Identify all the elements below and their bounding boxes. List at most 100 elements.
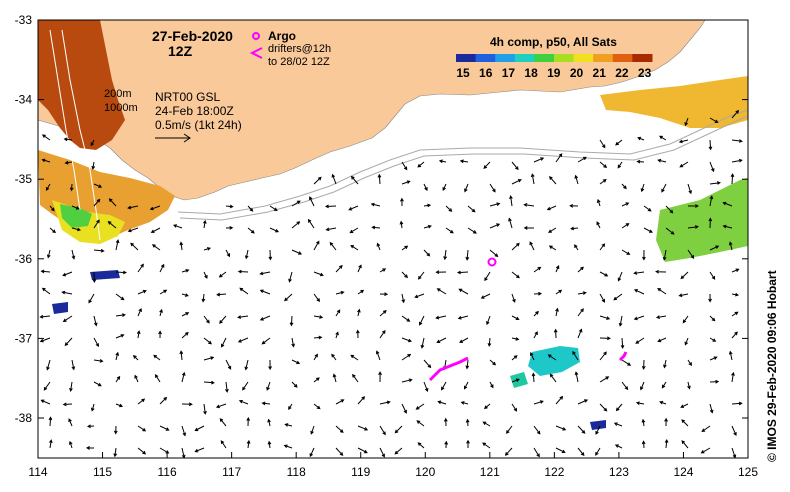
current-arrow	[401, 315, 411, 322]
current-arrow	[687, 249, 695, 259]
current-arrow	[546, 205, 557, 211]
current-arrow	[113, 425, 118, 435]
current-arrow	[93, 359, 104, 363]
current-arrow	[215, 403, 227, 409]
current-arrow	[309, 447, 315, 458]
current-arrow	[394, 425, 403, 434]
current-arrow	[687, 225, 699, 229]
current-arrow	[621, 223, 630, 229]
current-arrow	[291, 381, 298, 388]
current-arrow	[238, 399, 249, 405]
current-arrow	[352, 373, 359, 383]
current-arrow	[457, 315, 469, 320]
current-arrow	[115, 351, 120, 361]
current-arrow	[508, 217, 513, 229]
current-arrow	[357, 425, 369, 431]
current-arrow	[599, 139, 606, 149]
current-arrow	[39, 337, 51, 343]
current-arrow	[555, 425, 567, 431]
current-arrow	[69, 381, 73, 392]
current-arrow	[465, 249, 470, 261]
current-arrow	[482, 442, 491, 449]
current-arrow	[709, 379, 720, 384]
current-arrow	[378, 371, 382, 383]
current-arrow	[444, 440, 449, 449]
current-arrow	[465, 418, 470, 427]
current-arrow	[680, 271, 689, 280]
current-arrow	[377, 173, 382, 185]
current-arrow	[46, 249, 51, 259]
current-arrow	[555, 153, 563, 163]
current-arrow	[401, 245, 409, 251]
current-arrow	[376, 242, 381, 251]
current-arrow	[62, 271, 73, 277]
current-arrow	[547, 354, 557, 361]
current-arrow	[379, 329, 386, 339]
vector-scale-label: 0.5m/s (1kt 24h)	[155, 118, 242, 132]
current-arrow	[553, 328, 558, 339]
current-arrow	[269, 227, 280, 233]
current-arrow	[244, 359, 249, 371]
current-arrow	[244, 249, 249, 260]
current-arrow	[335, 290, 345, 295]
current-arrow	[379, 309, 387, 317]
current-arrow	[574, 174, 579, 185]
current-arrow	[173, 224, 183, 229]
sst-green-patch	[60, 204, 92, 228]
current-arrow	[136, 330, 141, 339]
current-arrow	[220, 440, 227, 449]
current-arrow	[134, 374, 139, 383]
current-arrow	[709, 195, 714, 207]
current-arrow	[599, 161, 608, 168]
current-arrow	[335, 447, 344, 456]
current-arrow	[181, 293, 189, 297]
current-arrow	[659, 135, 667, 141]
argo-float-marker[interactable]	[487, 257, 497, 267]
current-arrow	[657, 288, 667, 295]
current-arrow	[246, 416, 251, 427]
current-arrow	[701, 425, 711, 432]
current-arrow	[445, 205, 453, 212]
colorbar-swatch	[534, 54, 555, 62]
current-arrow	[371, 225, 381, 230]
current-arrow	[267, 440, 272, 449]
current-arrow	[90, 139, 95, 147]
current-arrow	[417, 161, 425, 168]
current-arrow	[115, 239, 120, 251]
current-arrow	[268, 249, 273, 261]
contour-label-1000m: 1000m	[104, 102, 138, 114]
current-arrow	[313, 377, 320, 383]
sst-blue-patch-2	[52, 302, 68, 314]
current-arrow	[555, 265, 560, 273]
current-arrow	[137, 398, 146, 405]
current-arrow	[617, 161, 623, 169]
current-arrow	[419, 315, 425, 326]
current-arrow	[436, 337, 447, 343]
current-arrow	[41, 158, 51, 163]
current-arrow	[401, 180, 411, 185]
drifter-track-1[interactable]	[428, 356, 469, 382]
current-arrow	[325, 227, 337, 232]
current-arrow	[511, 242, 520, 251]
credit-box: © IMOS 29-Feb-2020 09:06 Hobart	[765, 270, 779, 462]
current-arrow	[709, 117, 719, 123]
current-arrow	[181, 371, 186, 383]
sst-blue-patch-3	[590, 420, 606, 430]
current-arrow	[466, 439, 470, 448]
isobath-west-2	[49, 29, 81, 211]
current-arrow	[417, 271, 425, 280]
current-arrow	[599, 293, 606, 303]
drifter-track-2[interactable]	[618, 351, 628, 362]
colorbar-swatch	[573, 54, 594, 62]
current-arrow	[530, 351, 535, 361]
current-arrow	[681, 419, 689, 427]
current-arrow	[394, 447, 403, 455]
current-arrow	[85, 446, 95, 450]
vector-scale-arrow	[155, 133, 191, 143]
current-arrow	[115, 293, 125, 301]
lon-tick-label: 125	[738, 465, 758, 479]
current-arrow	[88, 293, 95, 304]
current-arrow	[417, 442, 425, 449]
current-arrow	[595, 447, 601, 456]
colorbar-swatch	[554, 54, 575, 62]
